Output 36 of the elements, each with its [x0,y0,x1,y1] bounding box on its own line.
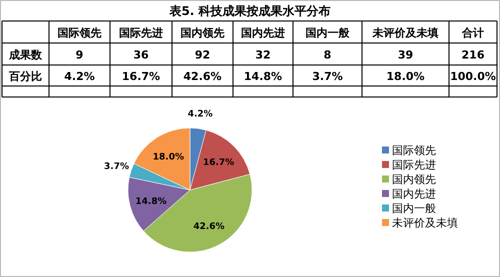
category-label: 国际先进 [119,26,163,40]
text: 18.0% [386,70,425,83]
text: 216 [462,48,485,62]
text: 百分比 [8,70,42,83]
category-label: 国内先进 [241,26,285,40]
category-label: 国内领先 [180,26,224,40]
legend-label: 国际先进 [392,158,436,172]
text: 合计 [461,26,484,40]
text: 92 [194,48,210,62]
legend-label: 国内一般 [392,202,436,215]
text: 14.8% [244,70,282,83]
text: 成果数 [8,48,43,62]
text: 4.2% [64,70,95,83]
legend-label: 未评价及未填 [392,216,458,230]
text: 39 [398,48,414,62]
category-label: 国内一般 [306,26,350,40]
data-label: 16.7% [202,158,234,168]
data-label: 3.7% [104,162,130,172]
chart-title: 表5. 科技成果按成果水平分布 [168,4,331,18]
legend-label: 国内先进 [392,188,436,200]
text: 3.7% [312,70,343,83]
data-label: 18.0% [152,152,184,162]
text: 36 [133,48,149,62]
legend-label: 国内领先 [392,173,436,186]
text: 100.0% [450,70,496,83]
text: 32 [255,48,271,62]
text: 16.7% [122,70,160,83]
data-label: 42.6% [193,222,225,232]
text: 9 [76,48,84,62]
data-label: 4.2% [188,110,213,120]
data-label: 14.8% [135,196,167,207]
text: 42.6% [183,70,222,83]
category-label: 未评价及未填 [372,26,438,40]
category-label: 国际领先 [58,26,102,40]
legend-label: 国际领先 [392,144,436,157]
text: 8 [324,48,332,62]
